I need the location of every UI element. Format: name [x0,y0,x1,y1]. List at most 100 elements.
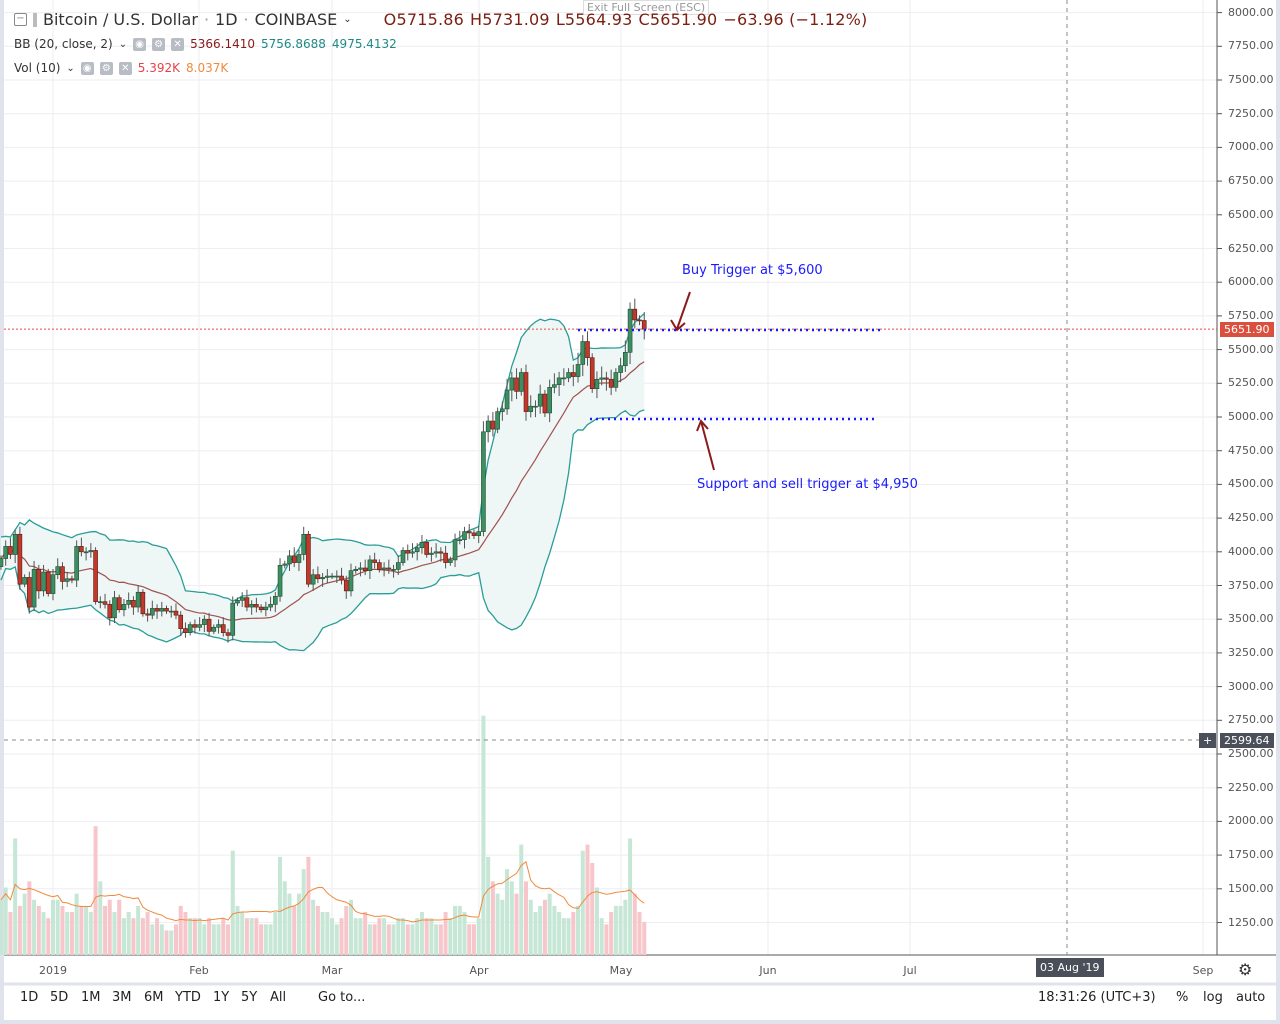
price-tick-label: 3500.00 [1228,612,1274,626]
volume-bar [405,924,410,955]
volume-bar [192,918,197,955]
candle-body [613,372,619,388]
volume-bar [216,924,221,955]
candle-body [244,597,250,608]
exit-fullscreen-tooltip[interactable]: Exit Full Screen (ESC) [583,0,710,15]
range-button-1d[interactable]: 1D [20,990,39,1005]
candle-body [400,550,406,563]
candle-body [93,550,98,602]
chevron-down-icon[interactable]: ⌄ [118,38,128,50]
candle-body [485,420,491,433]
volume-bar [490,881,495,955]
ohlc-open: O5715.86 [383,10,465,29]
price-tick-label: 5500.00 [1228,342,1274,356]
candle-body [457,539,463,541]
interval[interactable]: 1D [215,10,238,29]
candle-body [476,531,482,536]
price-tick-label: 2000.00 [1228,814,1274,828]
candle-body [239,597,245,601]
volume-bar [505,869,510,955]
range-button-ytd[interactable]: YTD [175,990,201,1005]
candle-body [164,608,169,612]
candle-body [570,372,576,377]
auto-toggle[interactable]: auto [1236,990,1266,1005]
candle-body [107,604,113,619]
volume-bar [585,844,590,955]
chevron-down-icon[interactable]: ⌄ [343,14,352,25]
chevron-down-icon[interactable]: ⌄ [66,62,75,74]
candle-body [547,387,552,414]
candle-body [594,378,600,389]
price-tick-label: 7250.00 [1228,106,1274,120]
volume-bar [3,887,8,955]
buy-trigger-annotation[interactable]: Buy Trigger at $5,600 [682,263,823,278]
candle-body [3,546,8,559]
volume-bar [22,893,27,955]
volume-bar [419,912,424,955]
eye-icon[interactable]: ◉ [80,61,94,75]
range-button-6m[interactable]: 6M [144,990,164,1005]
volume-bar [131,918,136,955]
volume-bar [136,905,141,955]
range-button-all[interactable]: All [270,990,287,1005]
volume-bar [613,905,618,955]
close-icon[interactable]: ✕ [171,37,185,51]
candle-body [362,567,368,571]
price-tick-label: 1500.00 [1228,881,1274,895]
goto-button[interactable]: Go to... [318,990,366,1005]
volume-bar [0,899,3,955]
candle-body [168,610,174,613]
volume-bar [273,912,278,955]
candle-body [391,569,396,571]
volume-bar [476,918,481,955]
ohlc-change: −63.96 (−1.12%) [723,10,868,29]
candle-body [135,591,141,608]
range-button-5y[interactable]: 5Y [241,990,258,1005]
range-button-1m[interactable]: 1M [81,990,101,1005]
candle-body [197,624,202,628]
bb-label[interactable]: BB (20, close, 2) [14,37,113,51]
range-button-5d[interactable]: 5D [50,990,69,1005]
volume-bar [339,918,344,955]
log-toggle[interactable]: log [1203,990,1223,1005]
gear-icon[interactable]: ⚙ [99,61,113,75]
collapse-icon[interactable]: − [14,13,27,26]
candle-body [306,533,311,585]
candle-body [310,574,316,585]
volume-bar [533,912,538,955]
sell-trigger-annotation[interactable]: Support and sell trigger at $4,950 [697,477,918,492]
candle-body [206,618,212,632]
volume-bar [74,893,79,955]
volume-bar [325,912,330,955]
candle-body [481,431,486,532]
candle-body [140,591,146,615]
candle-body [216,624,221,628]
chart-area[interactable] [4,0,1276,1020]
volume-bar [410,924,415,955]
crosshair-plus-icon[interactable]: + [1199,733,1217,748]
range-button-1y[interactable]: 1Y [213,990,230,1005]
volume-bar [566,918,571,955]
gear-icon[interactable]: ⚙ [152,37,166,51]
bb-legend: BB (20, close, 2) ⌄ ◉ ⚙ ✕ 5366.1410 5756.86… [14,37,397,51]
vol-label[interactable]: Vol (10) [14,61,61,75]
price-tick-label: 6750.00 [1228,174,1274,188]
candle-body [116,597,122,611]
candle-body [381,567,387,570]
candle-body [533,405,538,408]
volume-bar [382,918,387,955]
time-tick-label: Sep [1192,964,1214,977]
eye-icon[interactable]: ◉ [133,37,147,51]
candle-body [566,372,571,379]
exchange[interactable]: COINBASE [254,10,338,29]
close-icon[interactable]: ✕ [118,61,132,75]
volume-bar [330,918,335,955]
settings-gear-icon[interactable]: ⚙ [1238,960,1253,979]
volume-bar [424,918,429,955]
range-button-3m[interactable]: 3M [112,990,132,1005]
percent-toggle[interactable]: % [1176,990,1189,1005]
candle-body [518,372,524,392]
symbol-name[interactable]: Bitcoin / U.S. Dollar [43,10,198,29]
candle-body [277,564,283,597]
